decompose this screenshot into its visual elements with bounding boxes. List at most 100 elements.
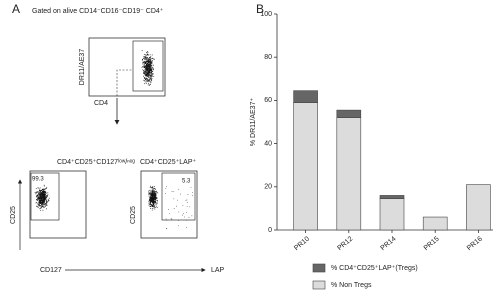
event-dot — [152, 58, 154, 60]
event-dot — [35, 188, 37, 190]
y-tick-label: 80 — [264, 54, 272, 61]
event-dot — [46, 195, 47, 197]
event-dot — [144, 73, 145, 75]
event-dot — [152, 73, 154, 75]
event-dot — [47, 194, 48, 196]
event-dot — [151, 191, 152, 193]
event-dot — [151, 187, 152, 189]
event-dot — [153, 202, 155, 204]
event-dot — [153, 187, 154, 189]
event-dot — [40, 206, 42, 208]
event-dot — [149, 81, 151, 83]
event-dot — [151, 67, 153, 69]
event-dot — [145, 80, 147, 82]
plot-frame — [29, 170, 87, 239]
event-dot — [42, 197, 44, 199]
event-dot — [150, 74, 152, 76]
event-dot — [34, 192, 36, 193]
event-dot — [146, 75, 148, 77]
event-dot — [37, 198, 39, 200]
event-dot — [150, 73, 152, 75]
event-dot — [186, 199, 188, 201]
gate — [132, 40, 164, 92]
event-dot — [42, 188, 43, 190]
event-dot — [182, 205, 184, 207]
event-dot — [150, 81, 152, 83]
event-dot — [46, 186, 48, 188]
event-dot — [152, 204, 153, 206]
event-dot — [148, 66, 150, 68]
event-dot — [189, 206, 191, 208]
event-dot — [146, 62, 148, 64]
event-dot — [150, 68, 152, 70]
gate — [161, 172, 196, 221]
event-dot — [42, 200, 43, 202]
event-dot — [149, 193, 151, 195]
event-dot — [46, 196, 47, 198]
event-dot — [145, 61, 147, 63]
event-dot — [150, 64, 151, 66]
event-dot — [143, 53, 145, 55]
event-dot — [149, 56, 151, 58]
event-dot — [154, 208, 156, 210]
event-dot — [173, 208, 175, 210]
event-dot — [149, 61, 151, 63]
event-dot — [155, 203, 157, 205]
event-dot — [143, 71, 144, 73]
event-dot — [170, 218, 172, 219]
legend-swatch — [312, 280, 326, 290]
event-dot — [155, 205, 157, 207]
event-dot — [154, 206, 155, 208]
event-dot — [171, 219, 173, 220]
event-dot — [153, 201, 155, 203]
event-dot — [149, 69, 150, 71]
event-dot — [156, 190, 157, 192]
event-dot — [150, 69, 152, 70]
event-dot — [145, 62, 147, 64]
event-dot — [43, 203, 45, 205]
event-dot — [155, 196, 157, 198]
event-dot — [35, 193, 37, 195]
event-dot — [150, 62, 152, 64]
event-dot — [41, 204, 43, 206]
event-dot — [37, 187, 39, 189]
event-dot — [142, 59, 144, 61]
event-dot — [156, 197, 158, 199]
event-dot — [151, 203, 153, 205]
event-dot — [153, 190, 155, 192]
event-dot — [153, 193, 154, 194]
event-dot — [150, 65, 152, 67]
event-dot — [144, 58, 146, 60]
event-dot — [147, 66, 148, 68]
event-dot — [44, 201, 46, 203]
event-dot — [149, 77, 151, 79]
event-dot — [153, 76, 155, 77]
event-dot — [144, 59, 146, 61]
event-dot — [143, 56, 145, 58]
event-dot — [154, 189, 156, 191]
event-dot — [155, 197, 157, 199]
event-dot — [187, 194, 189, 195]
event-dot — [147, 69, 149, 71]
event-dot — [165, 193, 166, 194]
plot-frame — [88, 37, 166, 97]
flow-plot: CD4⁺CD25⁺CD127ˡᵒʷ/ⁿᵉᵍ 99.3 CD25 CD127 — [10, 159, 135, 274]
event-dot — [185, 200, 187, 202]
event-dot — [148, 71, 149, 73]
event-dot — [40, 199, 42, 201]
event-dot — [43, 206, 45, 208]
event-dot — [39, 208, 41, 210]
event-dot — [153, 194, 155, 196]
event-dot — [37, 198, 39, 200]
event-dot — [188, 216, 190, 218]
event-dot — [150, 194, 152, 196]
event-dot — [37, 197, 39, 199]
y-tick-label: 0 — [268, 227, 272, 234]
event-dot — [147, 65, 149, 67]
event-dot — [43, 202, 45, 204]
event-dot — [43, 197, 45, 199]
event-dot — [142, 63, 144, 65]
event-dot — [146, 60, 148, 61]
event-dot — [39, 199, 41, 201]
